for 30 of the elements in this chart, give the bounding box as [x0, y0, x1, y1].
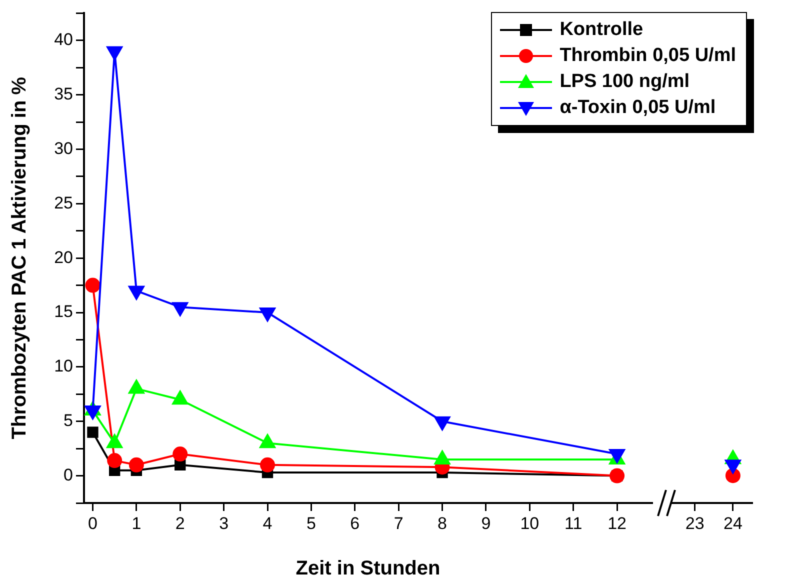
y-tick-label: 10: [54, 356, 73, 376]
x-tick-label: 4: [262, 514, 272, 533]
y-tick-label: 30: [54, 138, 73, 158]
x-tick-label: 23: [685, 514, 704, 533]
y-tick-label: 15: [54, 302, 73, 322]
x-axis-title: Zeit in Stunden: [296, 558, 440, 580]
x-tick-label: 3: [219, 514, 229, 533]
legend-label: Thrombin 0,05 U/ml: [560, 45, 736, 67]
x-tick-label: 2: [175, 514, 185, 533]
x-tick-label: 24: [723, 514, 742, 533]
y-tick-label: 0: [64, 465, 73, 484]
x-tick-label: 5: [306, 514, 316, 533]
y-tick-label: 20: [54, 248, 73, 267]
x-tick-label: 1: [132, 514, 142, 533]
x-tick-label: 11: [564, 514, 582, 533]
legend-label: α-Toxin 0,05 U/ml: [560, 97, 716, 119]
y-tick-label: 5: [64, 411, 73, 430]
y-tick-label: 35: [54, 84, 73, 104]
x-tick-label: 7: [394, 514, 404, 533]
x-tick-label: 8: [438, 514, 448, 533]
x-tick-label: 9: [481, 514, 491, 533]
y-axis-title: Thrombozyten PAC 1 Aktivierung in %: [8, 76, 31, 440]
legend-label: Kontrolle: [560, 19, 644, 41]
y-tick-label: 40: [54, 30, 73, 50]
x-tick-label: 12: [608, 514, 627, 533]
y-tick-label: 25: [54, 193, 73, 212]
x-tick-label: 10: [520, 514, 540, 533]
x-tick-label: 6: [350, 514, 360, 533]
x-tick-label: 0: [88, 514, 98, 533]
legend-label: LPS 100 ng/ml: [560, 71, 690, 93]
